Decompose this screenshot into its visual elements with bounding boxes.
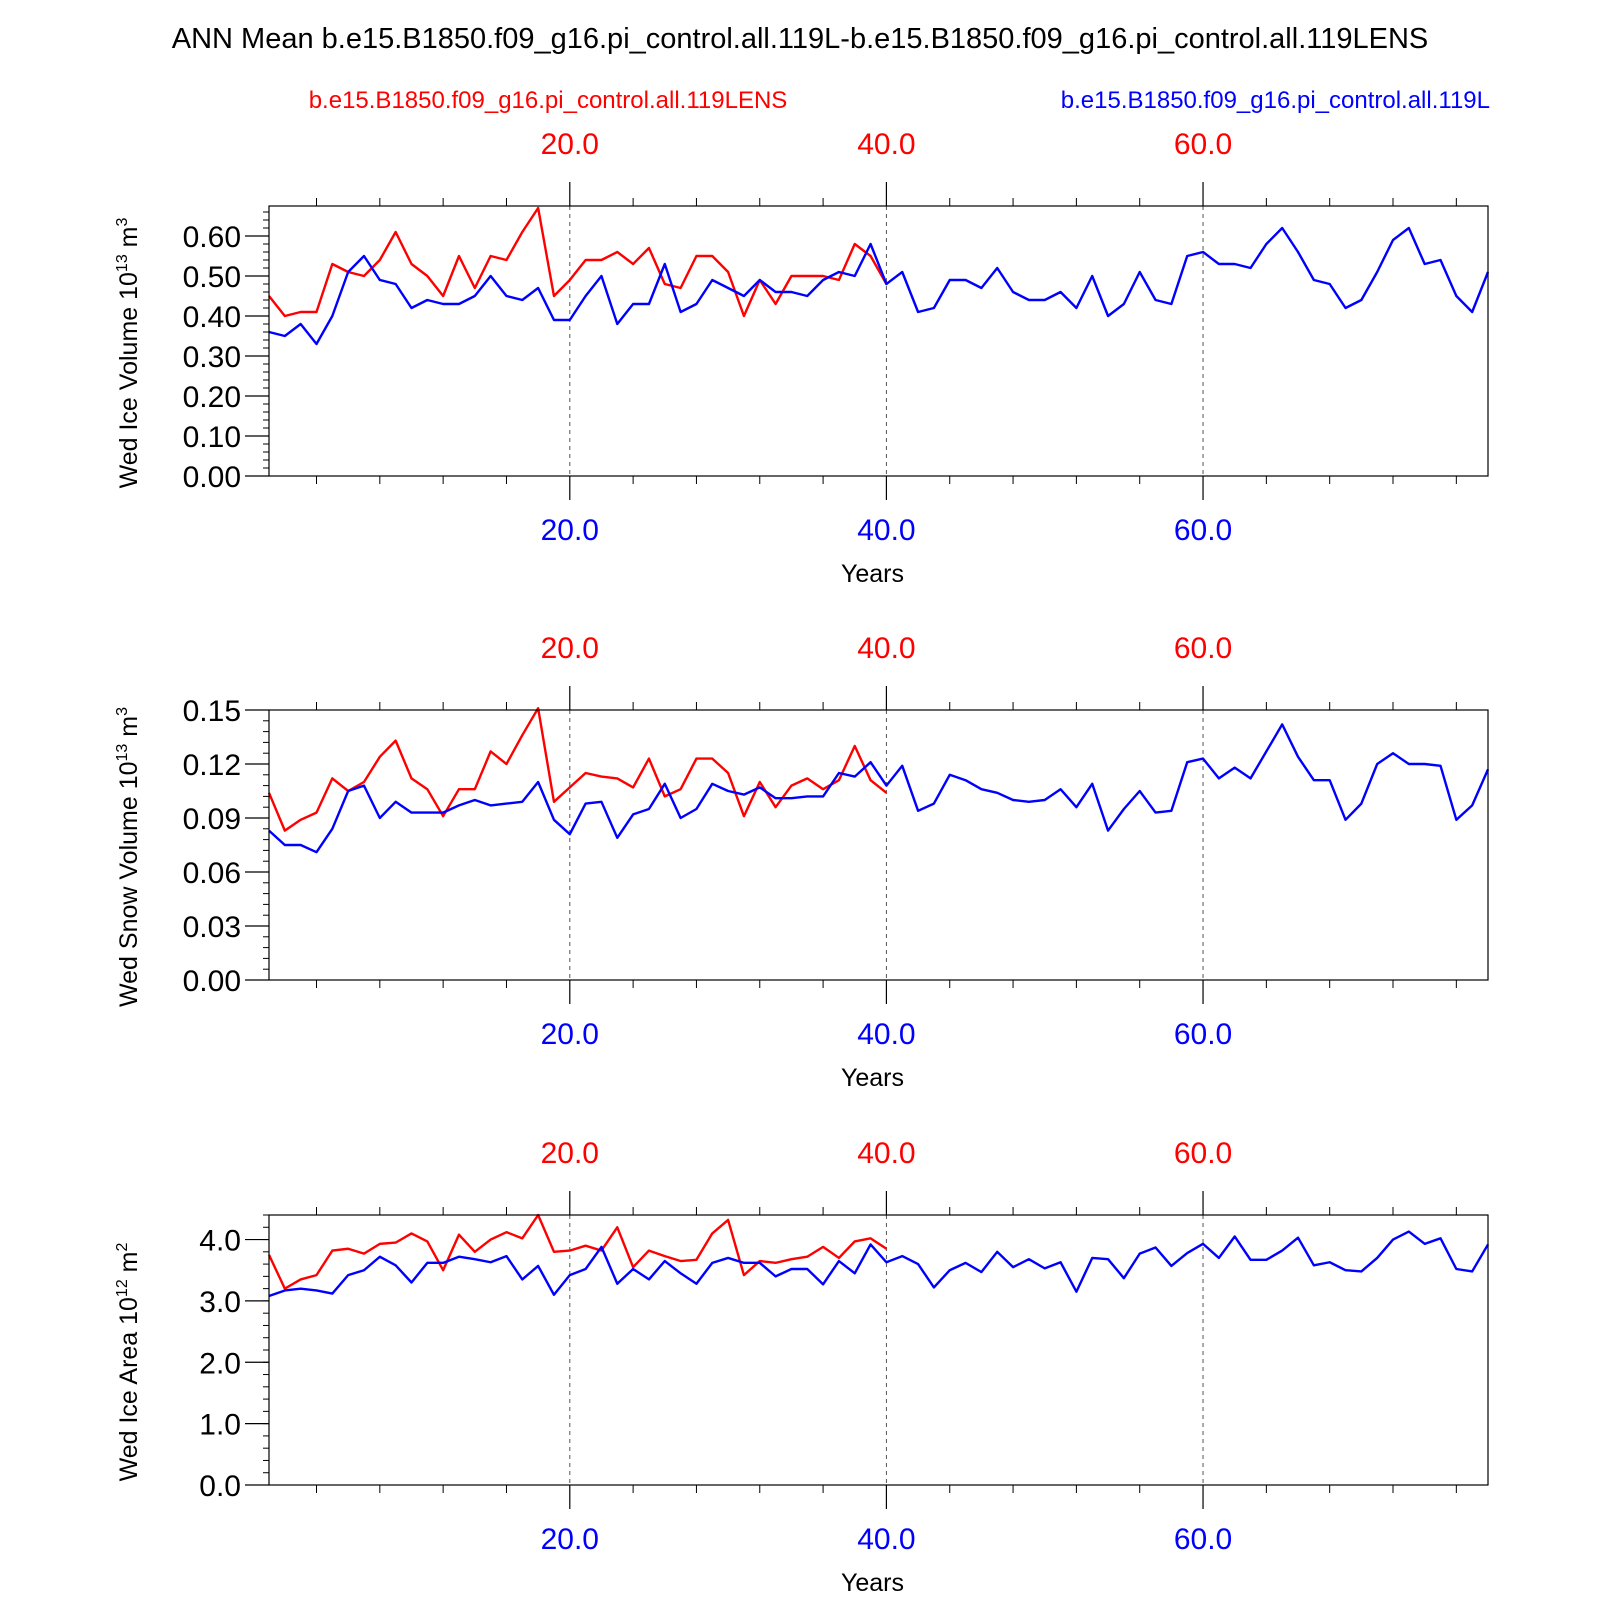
y-axis-label-part: 13 bbox=[114, 254, 131, 272]
y-tick-label: 2.0 bbox=[199, 1347, 241, 1380]
x-tick-label-bottom: 60.0 bbox=[1174, 514, 1232, 547]
y-axis-label-part: m bbox=[115, 1251, 143, 1279]
x-tick-label-bottom: 40.0 bbox=[857, 514, 915, 547]
x-tick-label-top: 20.0 bbox=[541, 632, 599, 665]
x-tick-label-bottom: 20.0 bbox=[541, 1523, 599, 1556]
y-axis-label-part: m bbox=[115, 226, 143, 254]
x-tick-label-top: 40.0 bbox=[857, 1137, 915, 1170]
x-tick-label-top: 60.0 bbox=[1174, 128, 1232, 161]
y-tick-label: 0.30 bbox=[183, 341, 241, 374]
chart-panel-1: 0.00 0.10 0.20 0.30 0.40 0.50 0.60 20.0 20.0 40.0… bbox=[114, 128, 1490, 588]
x-tick-label-bottom: 20.0 bbox=[541, 1018, 599, 1051]
y-tick-label: 1.0 bbox=[199, 1409, 241, 1442]
x-tick-label-bottom: 60.0 bbox=[1174, 1018, 1232, 1051]
legend-blue-label: b.e15.B1850.f09_g16.pi_control.all.119L bbox=[1061, 87, 1490, 114]
legend-red-label: b.e15.B1850.f09_g16.pi_control.all.119LE… bbox=[309, 87, 788, 114]
plot-frame bbox=[268, 205, 1489, 477]
x-tick-label-top: 60.0 bbox=[1174, 632, 1232, 665]
chart-panel-2: 0.00 0.03 0.06 0.09 0.12 0.15 20.0 20.0 40.0 40.0… bbox=[114, 632, 1490, 1092]
series-line-red bbox=[267, 707, 888, 832]
y-axis-label-part: 2 bbox=[114, 1242, 131, 1251]
panels-group: 0.000.100.200.300.400.500.6020.020.040.0… bbox=[114, 128, 1490, 1597]
y-tick-label: 0.0 bbox=[199, 1470, 241, 1503]
y-tick-label: 4.0 bbox=[199, 1225, 241, 1258]
x-tick-label-bottom: 20.0 bbox=[541, 514, 599, 547]
x-axis-label: Years bbox=[841, 1569, 904, 1597]
x-tick-label-top: 20.0 bbox=[541, 128, 599, 161]
series-line-blue bbox=[268, 1230, 1490, 1298]
x-tick-label-bottom: 40.0 bbox=[857, 1523, 915, 1556]
y-axis-label: Wed Ice Volume 1013 m3 bbox=[114, 217, 143, 488]
y-tick-label: 0.50 bbox=[183, 261, 241, 294]
y-tick-label: 0.06 bbox=[183, 857, 241, 890]
figure-title: ANN Mean b.e15.B1850.f09_g16.pi_control.… bbox=[172, 23, 1429, 55]
series-line-red bbox=[268, 206, 888, 318]
y-axis-label-part: 13 bbox=[114, 744, 131, 762]
y-tick-label: 0.00 bbox=[183, 461, 241, 494]
x-tick-label-bottom: 60.0 bbox=[1174, 1523, 1232, 1556]
plot-frame bbox=[268, 709, 1489, 981]
x-tick-label-top: 40.0 bbox=[857, 128, 915, 161]
series-line-blue bbox=[268, 226, 1490, 346]
plot-frame bbox=[268, 1214, 1489, 1486]
y-tick-label: 0.40 bbox=[183, 301, 241, 334]
x-axis-label: Years bbox=[841, 560, 904, 588]
x-tick-label-top: 40.0 bbox=[857, 632, 915, 665]
y-axis-label-part: Wed Ice Volume 10 bbox=[115, 272, 143, 488]
y-axis-label-part: Wed Ice Area 10 bbox=[115, 1297, 143, 1481]
y-tick-label: 0.20 bbox=[183, 381, 241, 414]
series-line-blue bbox=[268, 723, 1490, 854]
series-line-red bbox=[267, 1213, 888, 1290]
y-tick-label: 0.60 bbox=[183, 221, 241, 254]
y-axis-label: Wed Ice Area 1012 m2 bbox=[114, 1242, 143, 1481]
y-tick-label: 3.0 bbox=[199, 1286, 241, 1319]
y-tick-label: 0.12 bbox=[183, 749, 241, 782]
x-axis-label: Years bbox=[841, 1064, 904, 1092]
y-tick-label: 0.03 bbox=[183, 911, 241, 944]
x-tick-label-top: 60.0 bbox=[1174, 1137, 1232, 1170]
y-axis-label-part: m bbox=[115, 716, 143, 744]
x-tick-label-bottom: 40.0 bbox=[857, 1018, 915, 1051]
y-axis-label: Wed Snow Volume 1013 m3 bbox=[114, 707, 143, 1007]
y-tick-label: 0.10 bbox=[183, 421, 241, 454]
y-axis-label-part: 3 bbox=[114, 707, 131, 716]
y-tick-label: 0.09 bbox=[183, 803, 241, 836]
y-tick-label: 0.15 bbox=[183, 695, 241, 728]
x-tick-label-top: 20.0 bbox=[541, 1137, 599, 1170]
y-axis-label-part: 3 bbox=[114, 217, 131, 226]
y-tick-label: 0.00 bbox=[183, 965, 241, 998]
y-axis-label-part: 12 bbox=[114, 1279, 131, 1297]
y-axis-label-part: Wed Snow Volume 10 bbox=[115, 761, 143, 1007]
chart-panel-3: 0.0 1.0 2.0 3.0 4.0 20.0 20.0 40.0 40.0 60.0 60.0 Y… bbox=[114, 1137, 1490, 1597]
